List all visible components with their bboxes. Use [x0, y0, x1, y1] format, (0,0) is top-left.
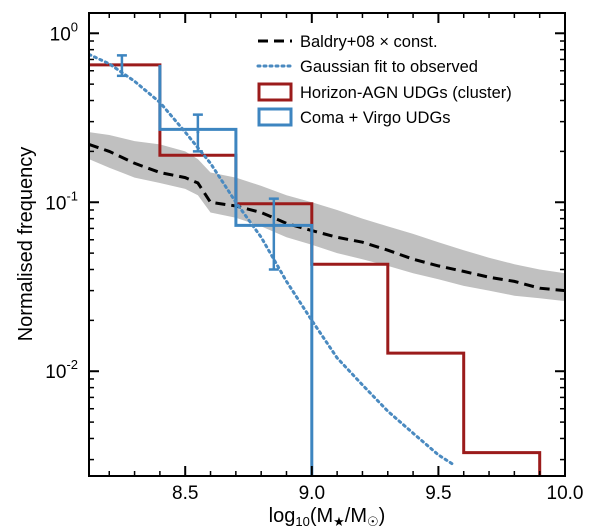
- y-tick-label: 100: [50, 19, 78, 45]
- plot-frame: [88, 12, 566, 477]
- legend-swatch-horizon: [257, 82, 293, 102]
- coma-virgo-step-histogram: [158, 64, 314, 476]
- error-bar-point-1: [120, 63, 124, 67]
- x-axis-label: log10(M★/M☉): [269, 505, 386, 526]
- axis-ticks: 8.5 9.0 9.5 10.0 100 10-1 10-2: [45, 13, 583, 504]
- legend-label-coma-virgo: Coma + Virgo UDGs: [300, 109, 451, 127]
- legend-label-gaussian: Gaussian fit to observed: [300, 58, 478, 76]
- plot-area: [89, 52, 565, 476]
- legend-label-horizon: Horizon-AGN UDGs (cluster): [300, 84, 512, 102]
- gaussian-fit-line: [89, 52, 456, 467]
- x-tick-label: 10.0: [547, 483, 584, 504]
- error-bar-point-3: [272, 224, 276, 228]
- x-tick-label: 8.5: [172, 483, 198, 504]
- error-bar-point-2: [196, 130, 200, 134]
- baldry-uncertainty-band: [89, 132, 565, 302]
- legend: Baldry+08 × const. Gaussian fit to obser…: [256, 33, 512, 127]
- y-tick-label: 10-2: [45, 357, 78, 383]
- x-tick-label: 9.0: [299, 483, 325, 504]
- x-tick-label: 9.5: [425, 483, 451, 504]
- y-tick-label: 10-1: [45, 188, 78, 214]
- legend-label-baldry: Baldry+08 × const.: [300, 33, 438, 51]
- legend-swatch-coma-virgo: [257, 107, 293, 127]
- y-axis-label: Normalised frequency: [15, 147, 37, 342]
